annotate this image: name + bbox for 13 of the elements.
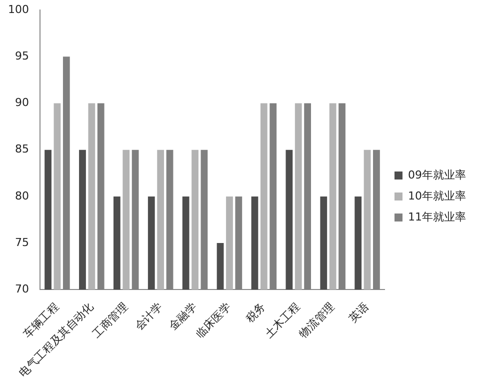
x-tick-label: 会计学	[132, 300, 165, 333]
y-tick-label: 95	[14, 49, 29, 62]
y-tick-label: 90	[14, 96, 29, 110]
y-tick-label: 75	[14, 236, 29, 249]
x-tick-label: 英语	[346, 300, 372, 326]
legend-label: 10年就业率	[408, 189, 466, 202]
x-tick-label: 税务	[243, 300, 268, 326]
y-tick-label: 80	[14, 189, 29, 202]
y-tick-label: 70	[14, 282, 29, 296]
legend-label: 09年就业率	[408, 168, 466, 182]
y-tick-label: 100	[8, 2, 29, 16]
y-tick-label: 85	[14, 142, 29, 156]
legend-label: 11年就业率	[408, 210, 466, 224]
